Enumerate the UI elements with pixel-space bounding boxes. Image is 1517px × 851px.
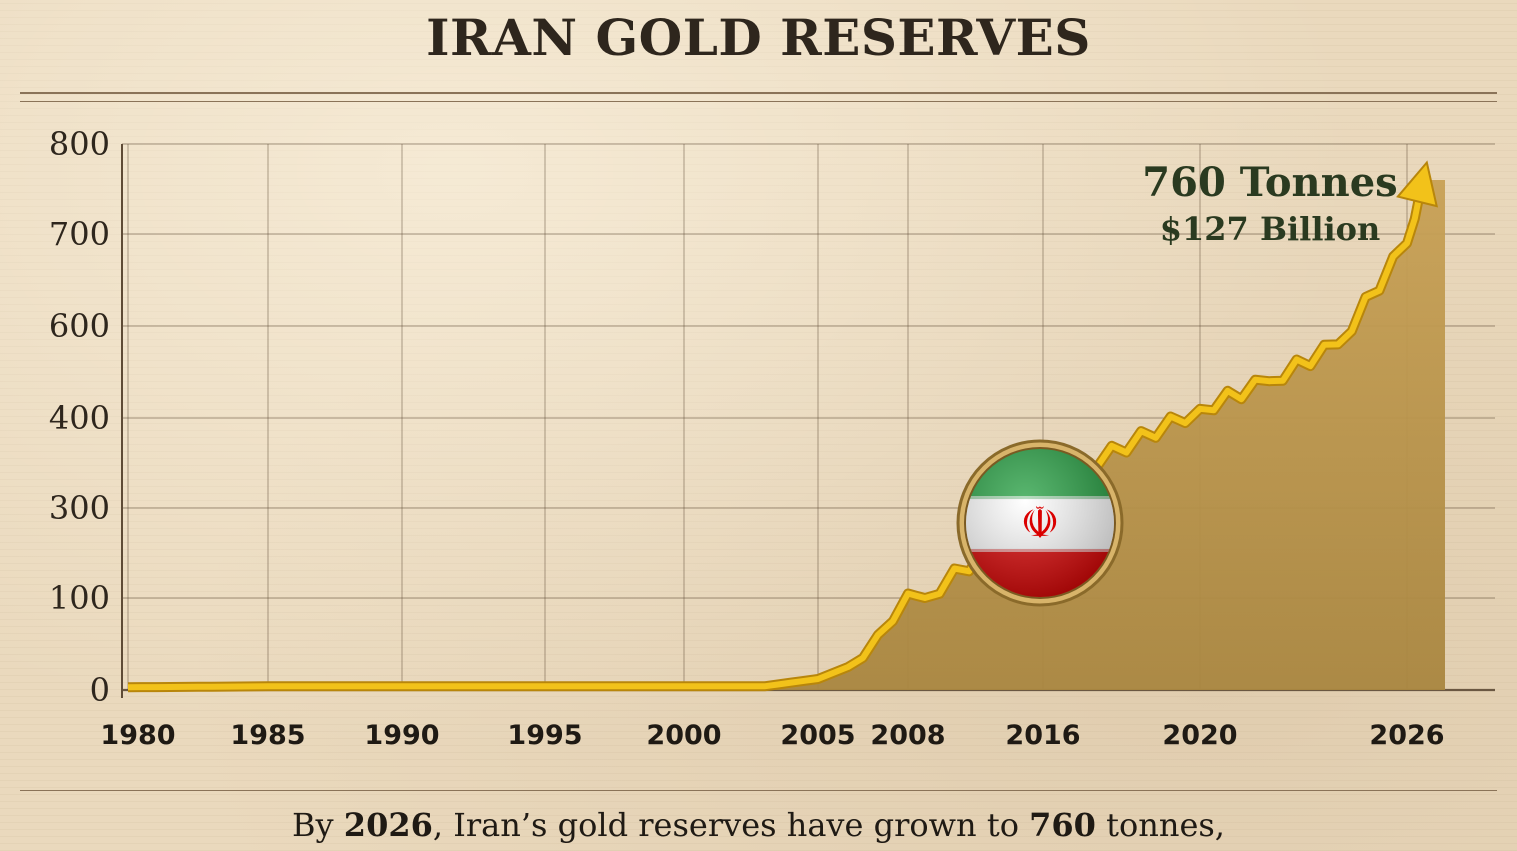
y-tick-label-0: 0 (90, 671, 110, 709)
x-tick-label-1985: 1985 (230, 720, 305, 751)
caption-rule (20, 790, 1497, 791)
caption-prefix: By (292, 806, 344, 844)
x-tick-label-2005: 2005 (780, 720, 855, 751)
chart-title: IRAN GOLD RESERVES (426, 8, 1091, 67)
x-tick-label-2020: 2020 (1162, 720, 1237, 751)
y-tick-label-800: 800 (49, 125, 110, 163)
caption-suffix: tonnes, (1095, 806, 1225, 844)
iran-flag-emblem-icon: ☫ (956, 439, 1124, 607)
caption-amount: 760 (1029, 806, 1096, 844)
x-tick-label-1990: 1990 (364, 720, 439, 751)
caption-year: 2026 (343, 806, 433, 844)
arrow-head-icon (1396, 160, 1439, 208)
y-tick-label-700: 700 (49, 215, 110, 253)
title-rule-thin (20, 101, 1497, 102)
y-tick-label-400: 400 (49, 399, 110, 437)
flag-emblem-glyph: ☫ (1020, 498, 1059, 549)
reserves-area (128, 180, 1445, 690)
x-tick-label-1980: 1980 (100, 720, 175, 751)
x-tick-label-2008: 2008 (870, 720, 945, 751)
caption-middle: , Iran’s gold reserves have grown to (432, 806, 1030, 844)
annotation-value: $127 Billion (1160, 210, 1380, 248)
y-tick-label-300: 300 (49, 489, 110, 527)
chart-caption: By 2026, Iran’s gold reserves have grown… (0, 806, 1517, 844)
y-tick-label-600: 600 (49, 307, 110, 345)
title-rule (20, 92, 1497, 94)
x-tick-label-2016: 2016 (1005, 720, 1080, 751)
annotation-tonnes: 760 Tonnes (1142, 159, 1397, 206)
y-tick-label-100: 100 (49, 579, 110, 617)
x-tick-label-2000: 2000 (646, 720, 721, 751)
reserves-line (127, 179, 1426, 691)
chart-plot: 0 100 300 400 600 700 800 1980 1985 1990 1995 2000… (49, 125, 1495, 751)
x-tick-label-1995: 1995 (507, 720, 582, 751)
x-tick-label-2026: 2026 (1369, 720, 1444, 751)
